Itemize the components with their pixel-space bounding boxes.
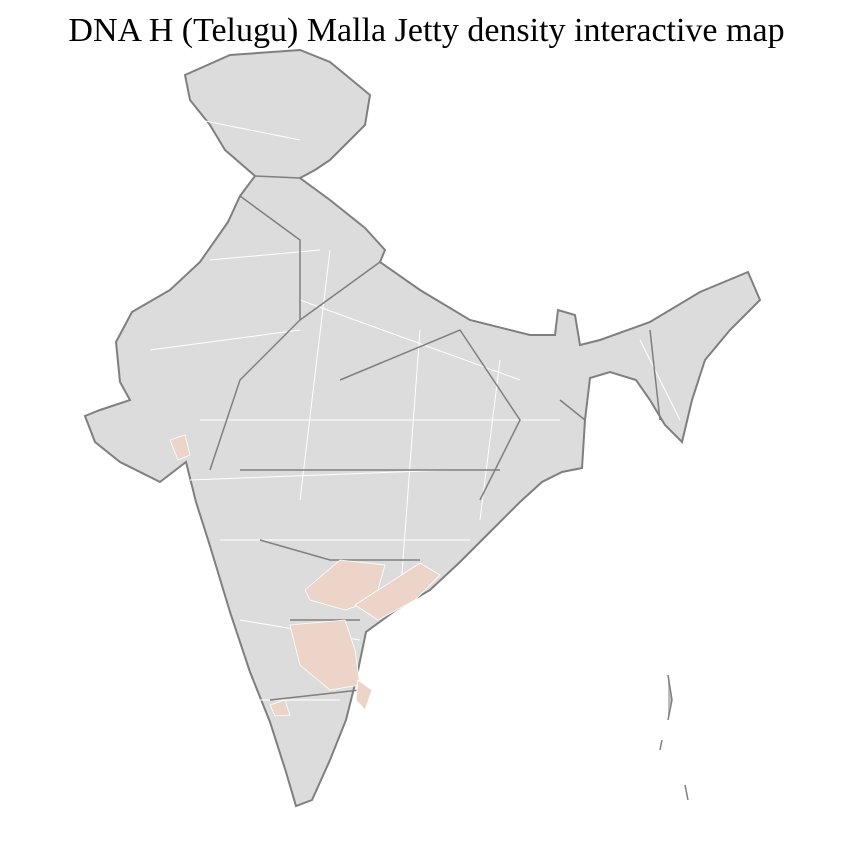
highlighted-tamil-nadu[interactable] xyxy=(355,679,373,711)
highlighted-gujarat[interactable] xyxy=(169,434,191,461)
andaman-islands xyxy=(659,674,689,801)
map-title: DNA H (Telugu) Malla Jetty density inter… xyxy=(68,12,785,49)
highlighted-karnataka[interactable] xyxy=(269,699,291,717)
india-outline[interactable] xyxy=(83,48,762,808)
highlighted-districts[interactable] xyxy=(169,434,441,717)
state-borders xyxy=(209,175,661,701)
highlighted-coastal-andhra[interactable] xyxy=(354,562,441,621)
